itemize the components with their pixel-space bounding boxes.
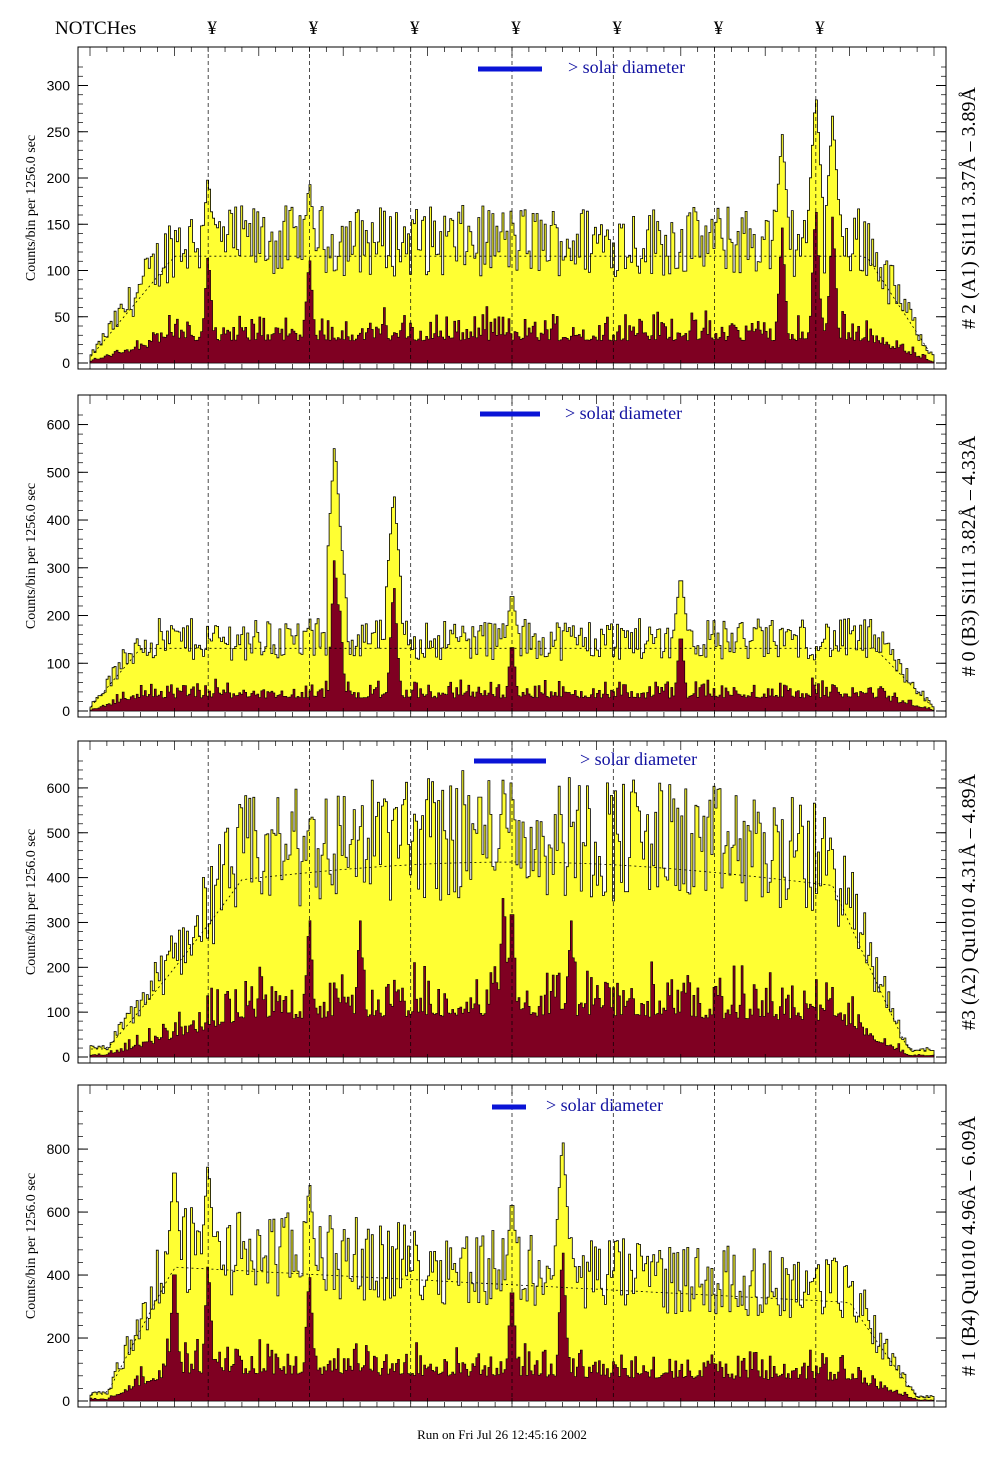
- smoothed-profile-curve: [90, 647, 930, 707]
- y-tick-label: 150: [47, 216, 71, 232]
- y-axis-label: Counts/bin per 1256.0 sec: [24, 1173, 39, 1319]
- notch-marker-2: ¥: [308, 18, 319, 39]
- y-tick-label: 0: [62, 1393, 70, 1409]
- y-tick-label: 100: [47, 1004, 71, 1020]
- panel-title: # 0 (B3) Si111 3.82Å – 4.33Å: [958, 435, 980, 676]
- legend-solar-diameter-label: > solar diameter: [565, 403, 682, 423]
- y-tick-label: 600: [47, 417, 71, 433]
- y-tick-label: 400: [47, 1267, 71, 1283]
- y-tick-label: 300: [47, 78, 71, 94]
- notches-label: NOTCHes: [55, 18, 137, 39]
- series-background-counts: [89, 212, 935, 364]
- y-axis-label: Counts/bin per 1256.0 sec: [24, 483, 39, 629]
- y-tick-label: 200: [47, 170, 71, 186]
- notch-marker-4: ¥: [511, 18, 521, 39]
- series-total-counts: [89, 448, 935, 712]
- panel-title: #3 (A2) Qu1010 4.31Å – 4.89Å: [958, 773, 980, 1030]
- y-tick-label: 0: [62, 703, 70, 719]
- y-tick-label: 0: [62, 1049, 70, 1065]
- series-total-counts: [89, 1142, 935, 1402]
- legend-solar-diameter-label: > solar diameter: [546, 1095, 663, 1115]
- chart-panel-3: 0 100 200 300 400 500 600 > solar diameter Count…: [24, 740, 980, 1065]
- smoothed-profile-curve: [90, 255, 930, 357]
- y-tick-label: 300: [47, 914, 71, 930]
- chart-panel-2: 0 100 200 300 400 500 600 > solar diameter Count…: [24, 394, 980, 719]
- run-timestamp: Run on Fri Jul 26 12:45:16 2002: [417, 1427, 587, 1442]
- series-background-counts: [89, 898, 935, 1058]
- y-tick-label: 100: [47, 263, 71, 279]
- y-tick-label: 300: [47, 560, 71, 576]
- legend-solar-diameter-label: > solar diameter: [568, 57, 685, 77]
- series-background-counts: [89, 560, 935, 712]
- y-tick-label: 50: [54, 309, 70, 325]
- y-tick-label: 400: [47, 512, 71, 528]
- series-background-counts: [89, 1252, 935, 1402]
- legend-solar-diameter-label: > solar diameter: [580, 749, 697, 769]
- y-axis-label: Counts/bin per 1256.0 sec: [24, 829, 39, 975]
- y-tick-label: 400: [47, 870, 71, 886]
- y-tick-label: 0: [62, 355, 70, 371]
- chart-panel-4: 0 200 400 600 800 > solar diameter Counts/bin …: [24, 1084, 980, 1409]
- y-tick-label: 600: [47, 1204, 71, 1220]
- y-tick-label: 100: [47, 655, 71, 671]
- notch-marker-7: ¥: [815, 18, 825, 39]
- y-tick-label: 500: [47, 825, 71, 841]
- y-tick-label: 200: [47, 1330, 71, 1346]
- notch-marker-1: ¥: [207, 18, 217, 39]
- y-tick-label: 200: [47, 959, 71, 975]
- notch-marker-3: ¥: [409, 18, 420, 39]
- y-tick-label: 500: [47, 464, 71, 480]
- y-axis-label: Counts/bin per 1256.0 sec: [24, 135, 39, 281]
- chart-panel-1: 0 50 100 150 200 250 300 > solar diameter Counts…: [24, 46, 980, 371]
- notch-marker-5: ¥: [612, 18, 623, 39]
- y-tick-label: 250: [47, 124, 71, 140]
- y-tick-label: 200: [47, 608, 71, 624]
- notch-marker-6: ¥: [713, 18, 724, 39]
- smoothed-profile-curve: [91, 861, 929, 1051]
- panel-title: # 1 (B4) Qu1010 4.96Å – 6.09Å: [958, 1115, 980, 1376]
- panel-title: # 2 (A1) Si111 3.37Å – 3.89Å: [958, 87, 980, 329]
- y-tick-label: 800: [47, 1141, 71, 1157]
- y-tick-label: 600: [47, 780, 71, 796]
